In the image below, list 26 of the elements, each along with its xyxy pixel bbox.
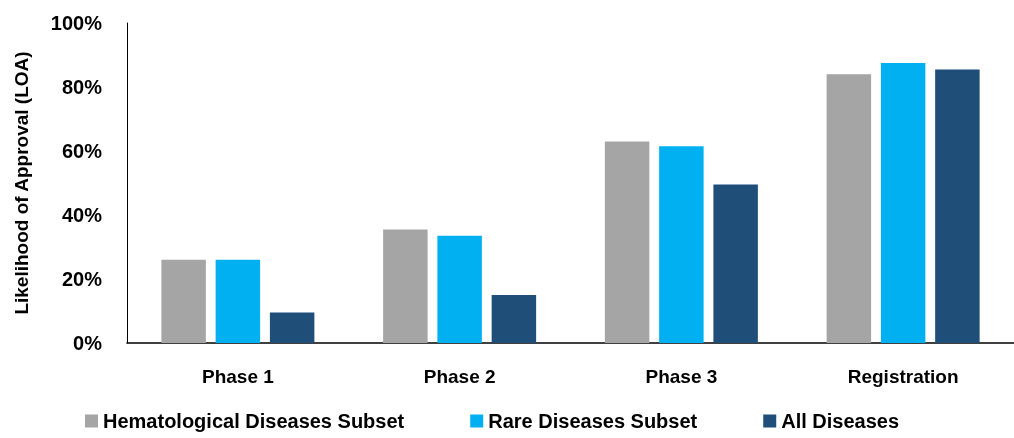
bar bbox=[215, 259, 261, 343]
y-tick-label: 80% bbox=[61, 76, 103, 98]
x-tick-label: Phase 3 bbox=[645, 366, 718, 387]
bar bbox=[880, 63, 926, 343]
bar bbox=[161, 259, 206, 343]
bar bbox=[604, 141, 650, 343]
y-tick-label: 40% bbox=[61, 204, 103, 226]
bar bbox=[491, 295, 537, 343]
legend-label: Rare Diseases Subset bbox=[488, 410, 698, 432]
bar bbox=[269, 312, 315, 343]
x-tick-label: Phase 2 bbox=[423, 366, 496, 387]
x-tick-label: Registration bbox=[847, 366, 959, 387]
legend-label: Hematological Diseases Subset bbox=[103, 410, 405, 432]
bar bbox=[826, 74, 872, 343]
y-tick-label: 0% bbox=[73, 332, 103, 354]
bar bbox=[659, 146, 704, 343]
y-axis-title: Likelihood of Approval (LOA) bbox=[11, 51, 32, 315]
x-tick-label: Phase 1 bbox=[201, 366, 275, 387]
bar bbox=[935, 69, 980, 343]
y-tick-label: 20% bbox=[61, 268, 103, 290]
y-tick-label: 60% bbox=[61, 140, 103, 162]
bar bbox=[383, 229, 428, 343]
bar bbox=[713, 184, 758, 343]
legend-label: All Diseases bbox=[781, 410, 900, 432]
y-tick-label: 100% bbox=[50, 12, 103, 34]
bar bbox=[437, 235, 482, 343]
